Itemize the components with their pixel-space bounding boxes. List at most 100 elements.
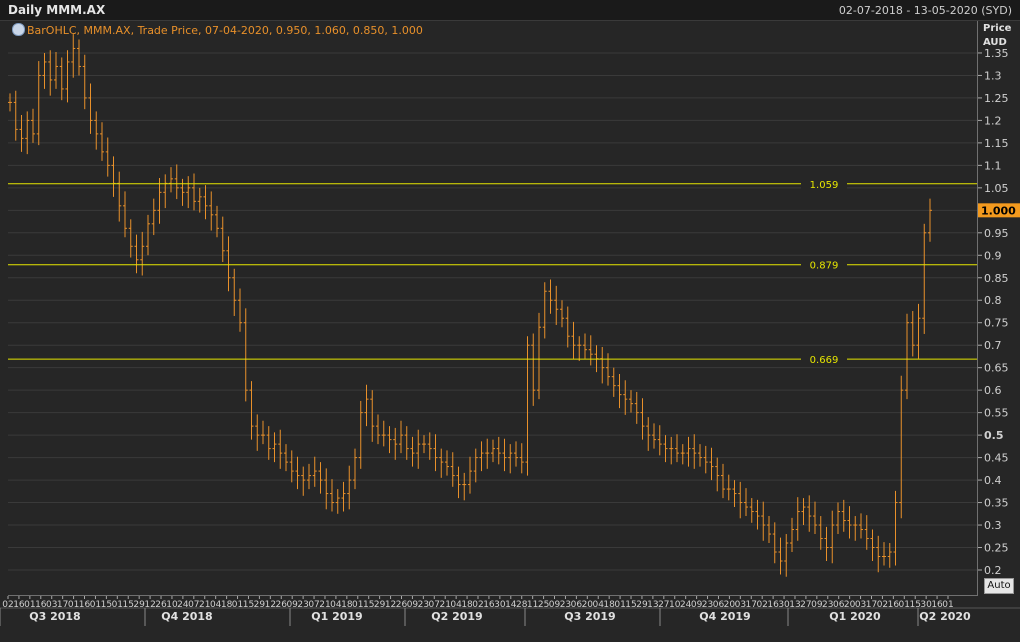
x-tick-label: 27 bbox=[800, 600, 811, 610]
x-tick-label: 16 bbox=[931, 600, 943, 610]
period-label: Q4 2018 bbox=[161, 610, 212, 623]
x-tick-label: 12 bbox=[144, 600, 155, 610]
x-tick-label: 09 bbox=[811, 600, 823, 610]
ohlc-chart[interactable]: 1.059 0.879 0.669 bbox=[8, 21, 977, 595]
x-tick-label: 23 bbox=[297, 600, 308, 610]
x-tick-label: 15 bbox=[243, 600, 254, 610]
auto-scale-button[interactable]: Auto bbox=[984, 578, 1014, 594]
title-bar: Daily MMM.AX 02-07-2018 - 13-05-2020 (SY… bbox=[0, 0, 1020, 21]
x-tick-label: 01 bbox=[232, 600, 243, 610]
period-label: Q3 2019 bbox=[564, 610, 615, 623]
y-tick-label: 0.6 bbox=[984, 384, 1002, 397]
x-tick-label: 02 bbox=[472, 600, 483, 610]
time-axis-ticks: 02 16 01 16 03 17 01 16 01 15 01 15 29 12 26 10 24 07 21 04… bbox=[0, 596, 1020, 626]
x-tick-label: 02 bbox=[2, 600, 13, 610]
y-tick-label: 0.8 bbox=[984, 294, 1002, 307]
x-tick-label: 15 bbox=[363, 600, 374, 610]
x-tick-label: 26 bbox=[396, 600, 408, 610]
x-tick-label: 27 bbox=[658, 600, 669, 610]
x-tick-label: 07 bbox=[308, 600, 319, 610]
x-tick-label: 16 bbox=[767, 600, 779, 610]
x-tick-label: 24 bbox=[680, 600, 692, 610]
x-tick-label: 13 bbox=[647, 600, 658, 610]
plot-area[interactable]: 1.059 0.879 0.669 BarOHLC, MMM.AX, Trade P… bbox=[8, 21, 978, 596]
x-tick-label: 16 bbox=[888, 600, 900, 610]
x-tick-label: 20 bbox=[582, 600, 594, 610]
x-tick-label: 02 bbox=[756, 600, 767, 610]
x-tick-label: 13 bbox=[789, 600, 800, 610]
x-tick-label: 16 bbox=[483, 600, 495, 610]
globe-icon bbox=[12, 23, 25, 36]
x-tick-label: 20 bbox=[724, 600, 736, 610]
x-tick-label: 24 bbox=[177, 600, 189, 610]
x-tick-label: 07 bbox=[188, 600, 199, 610]
x-tick-label: 01 bbox=[352, 600, 363, 610]
y-tick-label: 0.25 bbox=[984, 542, 1009, 555]
x-tick-label: 14 bbox=[505, 600, 517, 610]
currency-label: AUD bbox=[983, 37, 1007, 48]
x-tick-label: 06 bbox=[833, 600, 845, 610]
series-legend[interactable]: BarOHLC, MMM.AX, Trade Price, 07-04-2020… bbox=[12, 23, 423, 37]
price-axis[interactable]: Price AUD 1.351.31.251.21.151.11.0510.95… bbox=[978, 21, 1020, 595]
x-tick-label: 23 bbox=[560, 600, 571, 610]
x-tick-label: 29 bbox=[254, 600, 266, 610]
x-tick-label: 26 bbox=[276, 600, 288, 610]
x-tick-label: 28 bbox=[516, 600, 528, 610]
reference-line-label: 1.059 bbox=[810, 180, 839, 191]
y-tick-label: 0.95 bbox=[984, 227, 1009, 240]
reference-line-label-box: 1.059 bbox=[801, 177, 847, 191]
x-tick-label: 23 bbox=[418, 600, 429, 610]
x-tick-label: 04 bbox=[210, 600, 222, 610]
x-tick-label: 18 bbox=[603, 600, 615, 610]
x-tick-label: 18 bbox=[461, 600, 473, 610]
y-tick-label: 1.1 bbox=[984, 159, 1002, 172]
x-tick-label: 02 bbox=[877, 600, 888, 610]
y-tick-label: 0.55 bbox=[984, 407, 1009, 420]
x-tick-label: 23 bbox=[702, 600, 713, 610]
x-tick-label: 17 bbox=[866, 600, 877, 610]
reference-line-label-box: 0.879 bbox=[801, 258, 847, 272]
x-tick-label: 10 bbox=[669, 600, 681, 610]
reference-line-label: 0.879 bbox=[810, 261, 839, 272]
reference-line-label: 0.669 bbox=[810, 355, 839, 366]
y-tick-label: 1.3 bbox=[984, 69, 1002, 82]
y-tick-label: 0.35 bbox=[984, 497, 1009, 510]
x-tick-label: 09 bbox=[286, 600, 298, 610]
x-tick-label: 30 bbox=[778, 600, 790, 610]
x-tick-label: 01 bbox=[24, 600, 35, 610]
date-range: 02-07-2018 - 13-05-2020 (SYD) bbox=[838, 4, 1012, 17]
x-tick-label: 30 bbox=[494, 600, 506, 610]
reference-label-bg bbox=[801, 177, 847, 190]
x-tick-label: 03 bbox=[46, 600, 57, 610]
x-tick-label: 15 bbox=[123, 600, 134, 610]
x-tick-label: 21 bbox=[199, 600, 210, 610]
x-tick-label: 03 bbox=[855, 600, 866, 610]
x-tick-label: 15 bbox=[101, 600, 112, 610]
x-tick-label: 12 bbox=[265, 600, 276, 610]
x-tick-label: 03 bbox=[735, 600, 746, 610]
y-tick-label: 0.3 bbox=[984, 519, 1002, 532]
x-tick-label: 01 bbox=[112, 600, 123, 610]
x-tick-label: 26 bbox=[155, 600, 167, 610]
last-price-badge bbox=[978, 203, 1020, 218]
reference-label-bg bbox=[801, 353, 847, 366]
time-axis[interactable]: 02 16 01 16 03 17 01 16 01 15 01 15 29 12 26 10 24 07 21 04… bbox=[0, 596, 1020, 642]
x-tick-label: 11 bbox=[527, 600, 538, 610]
y-tick-label: 1.15 bbox=[984, 137, 1009, 150]
x-tick-label: 12 bbox=[385, 600, 396, 610]
x-tick-label: 17 bbox=[746, 600, 757, 610]
x-tick-label: 10 bbox=[166, 600, 178, 610]
period-label: Q2 2020 bbox=[919, 610, 971, 623]
x-tick-label: 04 bbox=[450, 600, 462, 610]
y-tick-label: 0.85 bbox=[984, 272, 1009, 285]
x-tick-label: 16 bbox=[13, 600, 25, 610]
y-tick-label: 0.7 bbox=[984, 339, 1002, 352]
x-tick-label: 29 bbox=[133, 600, 145, 610]
y-tick-label: 1.2 bbox=[984, 114, 1002, 127]
x-tick-label: 29 bbox=[374, 600, 386, 610]
last-price-label: 1.000 bbox=[981, 204, 1016, 217]
legend-text: BarOHLC, MMM.AX, Trade Price, 07-04-2020… bbox=[27, 24, 423, 37]
y-tick-label: 0.45 bbox=[984, 452, 1009, 465]
x-tick-label: 18 bbox=[341, 600, 353, 610]
